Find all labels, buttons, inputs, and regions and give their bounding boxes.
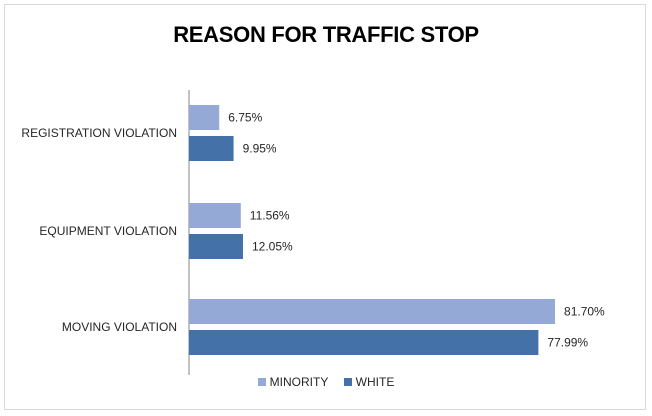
data-label-white-registration-violation: 9.95% — [243, 142, 277, 156]
chart-legend: MINORITY WHITE — [0, 375, 652, 389]
data-label-white-equipment-violation: 12.05% — [252, 240, 293, 254]
legend-label-minority: MINORITY — [269, 375, 329, 389]
category-label-moving-violation: MOVING VIOLATION — [62, 320, 177, 334]
data-label-white-moving-violation: 77.99% — [547, 336, 588, 350]
legend-item-minority: MINORITY — [257, 375, 329, 389]
bar-white-equipment-violation — [189, 234, 243, 259]
category-label-equipment-violation: EQUIPMENT VIOLATION — [39, 224, 177, 238]
data-label-minority-moving-violation: 81.70% — [564, 305, 605, 319]
bar-minority-moving-violation — [189, 299, 556, 324]
bar-minority-registration-violation — [189, 105, 220, 130]
chart-title: REASON FOR TRAFFIC STOP — [173, 22, 479, 47]
data-label-minority-registration-violation: 6.75% — [228, 111, 262, 125]
category-label-registration-violation: REGISTRATION VIOLATION — [21, 126, 177, 140]
bar-white-moving-violation — [189, 330, 539, 355]
legend-swatch-minority — [257, 378, 266, 386]
legend-swatch-white — [343, 378, 352, 386]
bar-minority-equipment-violation — [189, 203, 241, 228]
bar-white-registration-violation — [189, 136, 234, 161]
legend-label-white: WHITE — [355, 375, 395, 389]
legend-item-white: WHITE — [343, 375, 395, 389]
data-label-minority-equipment-violation: 11.56% — [250, 209, 290, 223]
